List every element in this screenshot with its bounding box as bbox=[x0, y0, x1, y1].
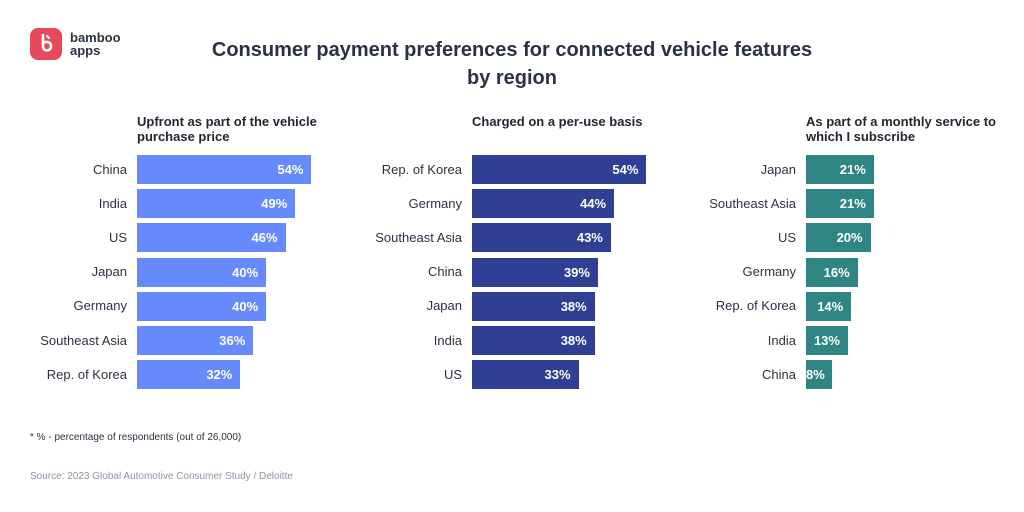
brand-name: bamboo apps bbox=[70, 31, 121, 57]
bar-value-label: 49% bbox=[261, 196, 288, 212]
bar-value-label: 44% bbox=[580, 196, 607, 212]
category-label: India bbox=[433, 332, 462, 348]
brand-logo: bamboo apps bbox=[30, 28, 121, 60]
bar bbox=[137, 360, 241, 390]
category-label: China bbox=[93, 161, 127, 177]
bar bbox=[806, 291, 852, 321]
panel-title: Charged on a per-use basis bbox=[472, 114, 643, 129]
bar bbox=[472, 189, 615, 219]
bar bbox=[137, 326, 254, 355]
bar bbox=[137, 223, 286, 253]
bar bbox=[472, 326, 595, 355]
bar-value-label: 43% bbox=[576, 230, 603, 246]
bar bbox=[806, 326, 848, 355]
category-label: Japan bbox=[760, 161, 796, 177]
bar-value-label: 13% bbox=[813, 333, 840, 348]
category-label: India bbox=[767, 332, 796, 348]
bar bbox=[137, 189, 296, 219]
bar bbox=[806, 223, 871, 253]
category-label: US bbox=[777, 229, 796, 245]
bar-value-label: 39% bbox=[563, 264, 590, 280]
bar-value-label: 33% bbox=[544, 367, 571, 383]
category-label: India bbox=[98, 195, 127, 211]
panel-title: Upfront as part of the vehicle purchase … bbox=[137, 114, 317, 144]
bar-value-label: 21% bbox=[839, 196, 866, 212]
category-label: Rep. of Korea bbox=[381, 161, 462, 177]
bar bbox=[806, 360, 832, 390]
category-label: China bbox=[762, 366, 796, 382]
bar bbox=[472, 360, 579, 390]
source-note: Source: 2023 Global Automotive Consumer … bbox=[30, 471, 293, 482]
bar-value-label: 40% bbox=[232, 264, 259, 280]
category-label: Japan bbox=[91, 264, 127, 280]
bar-value-label: 38% bbox=[560, 298, 587, 314]
bar bbox=[806, 155, 874, 184]
panel-title: As part of a monthly service to which I … bbox=[806, 114, 996, 144]
category-label: Southeast Asia bbox=[40, 332, 127, 348]
bar-value-label: 21% bbox=[839, 162, 866, 177]
bar bbox=[806, 189, 874, 219]
chart-title: Consumer payment preferences for connect… bbox=[211, 39, 813, 89]
brand-name-line1: bamboo bbox=[70, 30, 121, 45]
bar-value-label: 20% bbox=[836, 230, 863, 246]
bar-value-label: 38% bbox=[560, 333, 587, 348]
bar bbox=[806, 257, 858, 287]
bar-value-label: 8% bbox=[806, 367, 825, 383]
bar-value-label: 14% bbox=[817, 298, 844, 314]
category-label: Germany bbox=[742, 264, 796, 280]
category-label: Japan bbox=[426, 298, 462, 314]
bar bbox=[137, 257, 267, 287]
bar-value-label: 46% bbox=[251, 230, 278, 246]
bar bbox=[472, 223, 611, 253]
bamboo-apps-logo-icon bbox=[30, 28, 62, 60]
category-label: Rep. of Korea bbox=[715, 298, 796, 314]
bar bbox=[137, 291, 267, 321]
category-label: Germany bbox=[408, 195, 462, 211]
bar-value-label: 16% bbox=[823, 264, 850, 280]
bar-value-label: 40% bbox=[232, 298, 259, 314]
category-label: US bbox=[443, 366, 462, 382]
footnote: * % - percentage of respondents (out of … bbox=[30, 432, 242, 443]
category-label: Southeast Asia bbox=[375, 229, 462, 245]
bar bbox=[472, 291, 595, 321]
category-label: Rep. of Korea bbox=[46, 366, 127, 382]
brand-name-line2: apps bbox=[70, 43, 101, 58]
bar bbox=[472, 155, 647, 184]
bar bbox=[137, 155, 312, 184]
category-label: China bbox=[428, 264, 462, 280]
bar bbox=[472, 257, 598, 287]
bar-value-label: 36% bbox=[219, 333, 246, 348]
category-label: Southeast Asia bbox=[709, 195, 796, 211]
bar-value-label: 54% bbox=[277, 162, 304, 177]
category-label: Germany bbox=[73, 298, 127, 314]
bar-value-label: 54% bbox=[612, 162, 639, 177]
category-label: US bbox=[108, 229, 127, 245]
bar-value-label: 32% bbox=[206, 367, 233, 383]
